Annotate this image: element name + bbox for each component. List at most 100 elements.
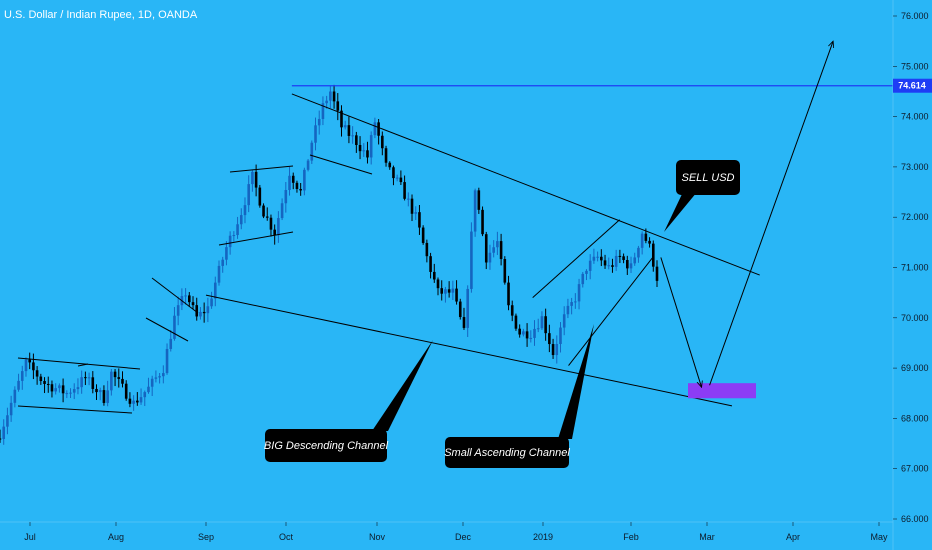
candle-body bbox=[65, 393, 69, 395]
small-channel-label: Small Ascending Channel bbox=[444, 447, 570, 459]
candle-body bbox=[50, 384, 54, 392]
big-channel-label: BIG Descending Channel bbox=[264, 440, 389, 452]
candle-body bbox=[347, 125, 351, 136]
x-tick-label: Nov bbox=[369, 532, 386, 542]
candle-body bbox=[98, 390, 102, 393]
candle-body bbox=[213, 282, 217, 299]
y-tick-label: 74.000 bbox=[901, 112, 929, 122]
candle-body bbox=[525, 331, 529, 339]
candle-body bbox=[529, 337, 533, 339]
candle-body bbox=[9, 402, 13, 416]
chart-title: U.S. Dollar / Indian Rupee, 1D, OANDA bbox=[4, 9, 198, 21]
candle-body bbox=[228, 235, 232, 248]
candle-body bbox=[366, 150, 369, 158]
sell-box bbox=[676, 160, 740, 195]
candle-body bbox=[6, 415, 9, 427]
pattern-line bbox=[151, 277, 199, 314]
candle-body bbox=[254, 171, 258, 188]
candle-body bbox=[43, 381, 46, 384]
candle-body bbox=[329, 91, 332, 101]
candle-body bbox=[35, 370, 39, 377]
candle-body bbox=[440, 288, 444, 294]
candle-body bbox=[202, 311, 206, 314]
pattern-line bbox=[309, 154, 373, 175]
candle-body bbox=[303, 169, 306, 191]
candle-body bbox=[154, 377, 158, 379]
candle-body bbox=[80, 377, 83, 388]
candle-body bbox=[614, 255, 618, 267]
x-tick-label: Aug bbox=[108, 532, 124, 542]
candle-body bbox=[102, 390, 106, 403]
small-channel-pointer bbox=[558, 324, 594, 439]
candle-body bbox=[522, 331, 525, 335]
candle-body bbox=[444, 289, 447, 294]
candle-body bbox=[343, 125, 347, 128]
x-tick-label: May bbox=[870, 532, 888, 542]
price-tag-box bbox=[893, 78, 932, 93]
candle-body bbox=[221, 259, 225, 266]
candle-body bbox=[225, 247, 228, 260]
big-channel-pointer bbox=[372, 340, 433, 431]
candle-body bbox=[414, 212, 418, 214]
y-tick-label: 69.000 bbox=[901, 363, 929, 373]
candle-body bbox=[551, 344, 555, 356]
sell-pointer bbox=[664, 192, 697, 232]
x-tick-label: Feb bbox=[623, 532, 639, 542]
candle-body bbox=[481, 209, 484, 235]
y-tick-label: 68.000 bbox=[901, 413, 929, 423]
candle-body bbox=[622, 256, 625, 261]
candle-body bbox=[466, 288, 469, 328]
candle-body bbox=[188, 295, 191, 303]
candle-body bbox=[295, 182, 299, 189]
candle-body bbox=[536, 328, 540, 330]
candle-body bbox=[562, 314, 566, 328]
y-tick-label: 75.000 bbox=[901, 61, 929, 71]
candle-body bbox=[325, 100, 328, 104]
candle-body bbox=[596, 256, 599, 258]
candle-body bbox=[258, 187, 262, 206]
candle-body bbox=[206, 306, 210, 314]
candle-body bbox=[72, 389, 76, 393]
candle-body bbox=[91, 377, 95, 389]
big-channel-box bbox=[265, 429, 387, 462]
candle-body bbox=[395, 177, 399, 179]
candle-body bbox=[24, 359, 28, 372]
candle-body bbox=[470, 231, 473, 289]
candle-body bbox=[110, 371, 113, 391]
candle-body bbox=[603, 260, 607, 266]
candle-body bbox=[626, 260, 629, 269]
x-tick-label: Jul bbox=[24, 532, 36, 542]
candle-body bbox=[69, 392, 72, 394]
candle-body bbox=[436, 279, 440, 289]
candle-body bbox=[373, 122, 377, 136]
candle-body bbox=[280, 203, 284, 219]
candle-body bbox=[117, 377, 121, 379]
candle-body bbox=[548, 333, 551, 345]
candle-body bbox=[13, 389, 17, 403]
candle-body bbox=[184, 295, 187, 297]
candle-body bbox=[640, 233, 644, 248]
price-tag: 74.614 bbox=[893, 78, 932, 93]
candle-body bbox=[492, 247, 495, 253]
candle-body bbox=[588, 260, 592, 271]
candle-body bbox=[407, 198, 410, 200]
candle-body bbox=[607, 265, 611, 267]
candle-body bbox=[239, 215, 243, 225]
candle-body bbox=[637, 247, 640, 258]
big-channel-callout: BIG Descending Channel bbox=[264, 340, 433, 462]
x-tick-label: Apr bbox=[786, 532, 800, 542]
candle-body bbox=[132, 400, 135, 404]
projection-down-arrow bbox=[660, 257, 702, 387]
candle-body bbox=[462, 317, 466, 328]
pattern-line bbox=[17, 405, 133, 414]
pattern-line bbox=[77, 363, 89, 367]
y-tick-label: 66.000 bbox=[901, 514, 929, 524]
candle-body bbox=[199, 311, 202, 317]
annotations-layer: BIG Descending Channel Small Ascending C… bbox=[264, 160, 740, 468]
candle-body bbox=[577, 284, 581, 302]
candle-body bbox=[269, 217, 273, 230]
candle-body bbox=[0, 438, 2, 440]
candle-body bbox=[317, 118, 321, 126]
pattern-line bbox=[145, 317, 189, 342]
